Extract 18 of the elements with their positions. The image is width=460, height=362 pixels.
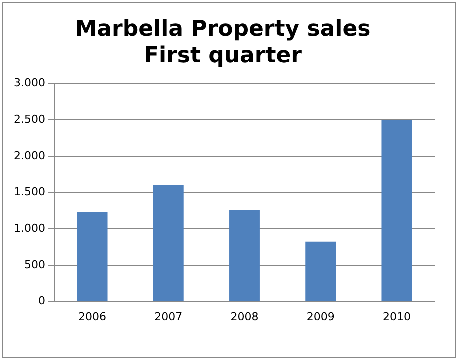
bar <box>382 120 412 302</box>
x-tick-label: 2010 <box>382 310 411 324</box>
y-tick-label: 2.000 <box>14 149 46 162</box>
y-tick-label: 1.500 <box>14 186 46 199</box>
y-tick-label: 0 <box>38 294 46 308</box>
bar <box>230 210 260 302</box>
bar <box>77 212 108 302</box>
y-tick-label: 3.000 <box>14 76 46 90</box>
x-tick-label: 2009 <box>306 310 335 324</box>
x-tick-label: 2006 <box>78 310 107 324</box>
bar <box>306 242 336 302</box>
y-tick-label: 500 <box>24 258 46 272</box>
chart-title: Marbella Property sales First quarter <box>75 16 371 68</box>
x-tick-label: 2008 <box>230 310 259 324</box>
bar <box>153 186 184 302</box>
y-tick-label: 1.000 <box>14 222 46 235</box>
y-tick-label: 2.500 <box>14 112 46 126</box>
x-tick-label: 2007 <box>154 310 183 324</box>
